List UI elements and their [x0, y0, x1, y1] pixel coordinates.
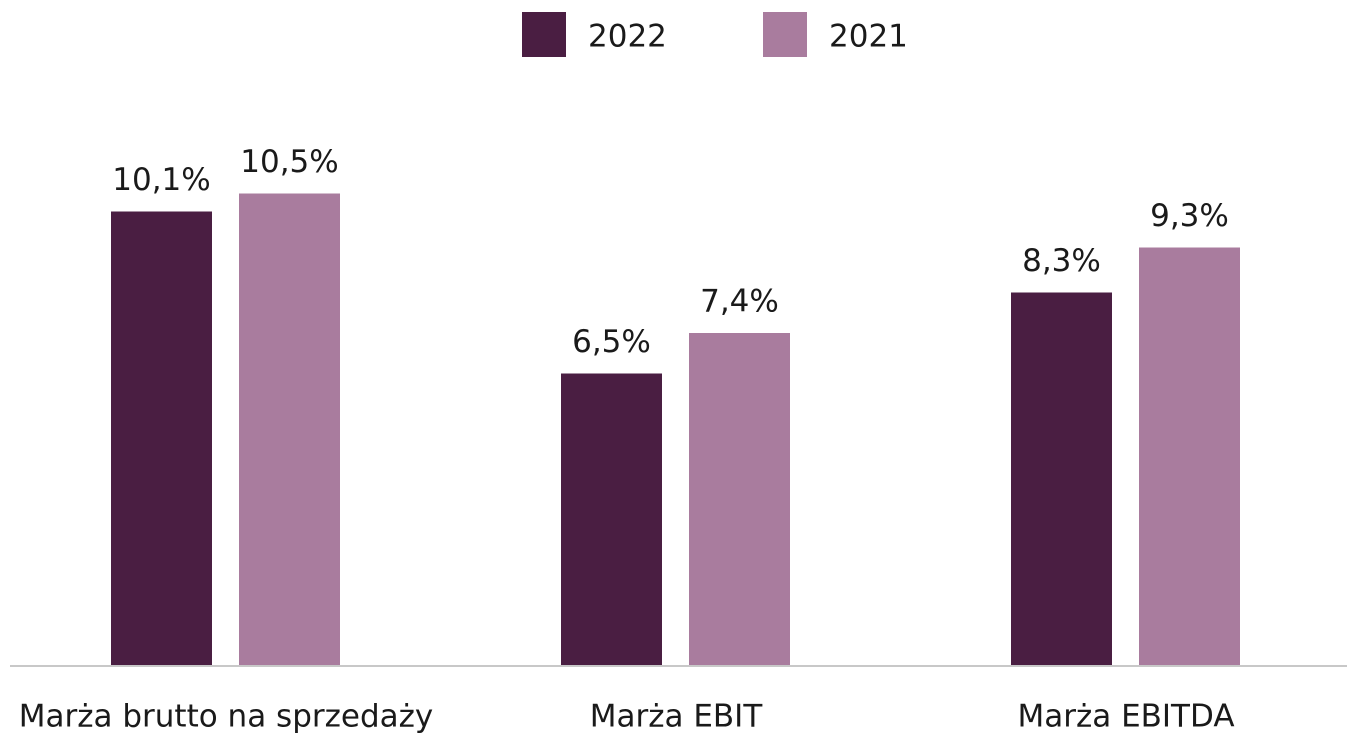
legend-label: 2021	[829, 19, 908, 55]
value-label: 8,3%	[1022, 243, 1101, 279]
bar	[239, 193, 340, 666]
bar	[689, 333, 790, 666]
value-label: 10,1%	[112, 162, 210, 198]
bar	[1139, 247, 1240, 666]
x-tick-label: Marża brutto na sprzedaży	[19, 699, 434, 735]
value-label: 7,4%	[700, 284, 779, 320]
x-tick-label: Marża EBIT	[590, 699, 764, 735]
legend-swatch	[522, 12, 566, 57]
bar	[561, 373, 662, 666]
x-tick-label: Marża EBITDA	[1017, 699, 1234, 735]
value-label: 9,3%	[1150, 198, 1229, 234]
bar	[1011, 292, 1112, 666]
legend-label: 2022	[588, 19, 667, 55]
legend-swatch	[763, 12, 807, 57]
bar	[111, 211, 212, 666]
value-label: 6,5%	[572, 324, 651, 360]
value-label: 10,5%	[240, 144, 338, 180]
